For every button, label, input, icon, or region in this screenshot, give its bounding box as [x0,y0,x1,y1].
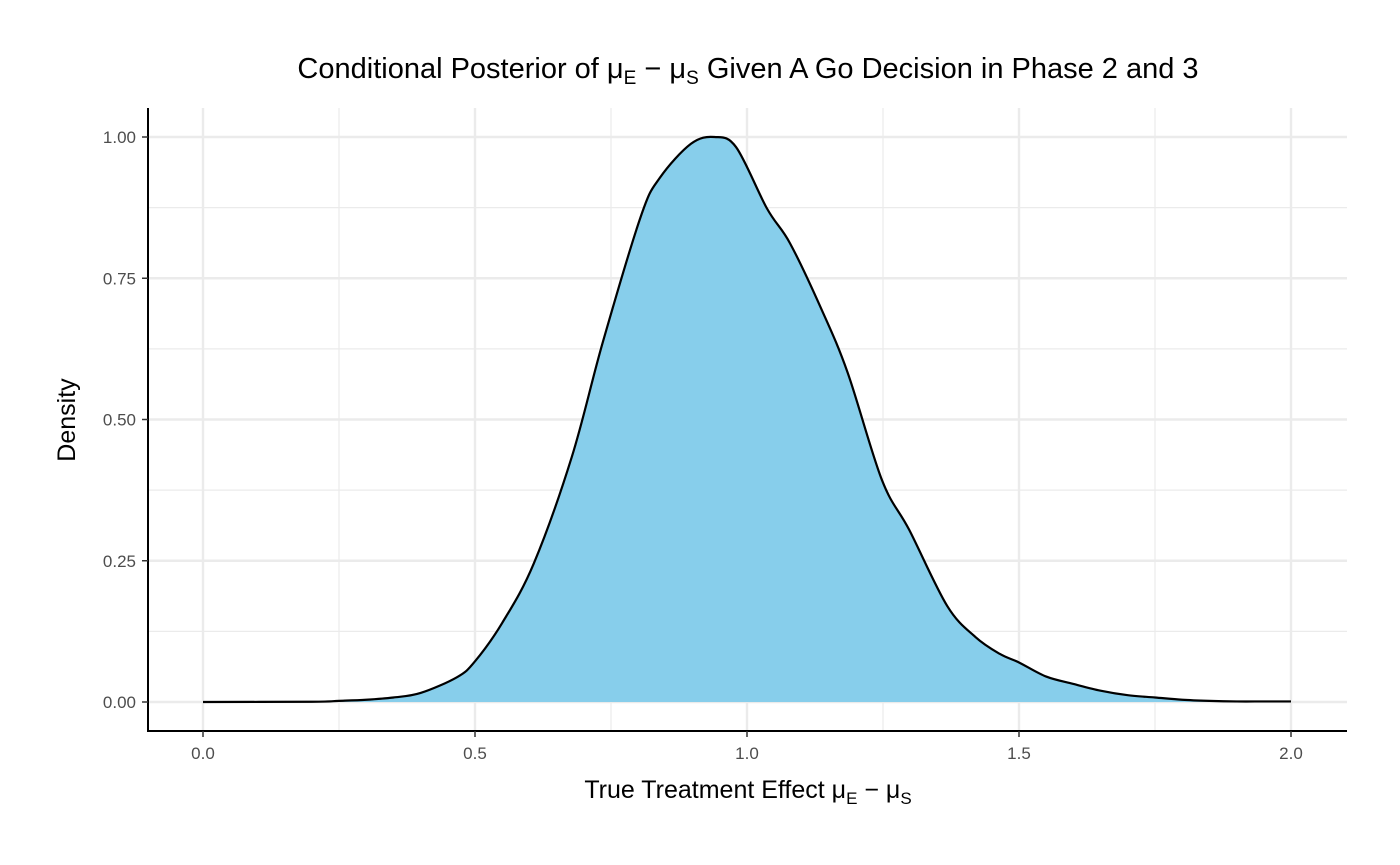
x-tick-label: 1.5 [1007,744,1031,763]
x-tick-label: 0.5 [463,744,487,763]
x-tick-label: 1.0 [735,744,759,763]
x-tick-label: 0.0 [191,744,215,763]
y-tick-label: 0.75 [103,269,136,288]
y-tick-label: 0.25 [103,552,136,571]
y-tick-label: 1.00 [103,128,136,147]
density-area [203,136,1291,703]
x-axis-label: True Treatment Effect μE − μS [584,776,911,808]
chart-title: Conditional Posterior of μE − μS Given A… [297,53,1198,89]
ticks: 0.0 0.5 1.0 1.5 2.0 0.00 0.25 0.50 0.75 1.00 [103,128,1303,763]
y-tick-label: 0.00 [103,693,136,712]
y-axis-label: Density [53,378,81,462]
density-line [202,135,1291,704]
x-tick-label: 2.0 [1279,744,1303,763]
y-tick-label: 0.50 [103,411,136,430]
